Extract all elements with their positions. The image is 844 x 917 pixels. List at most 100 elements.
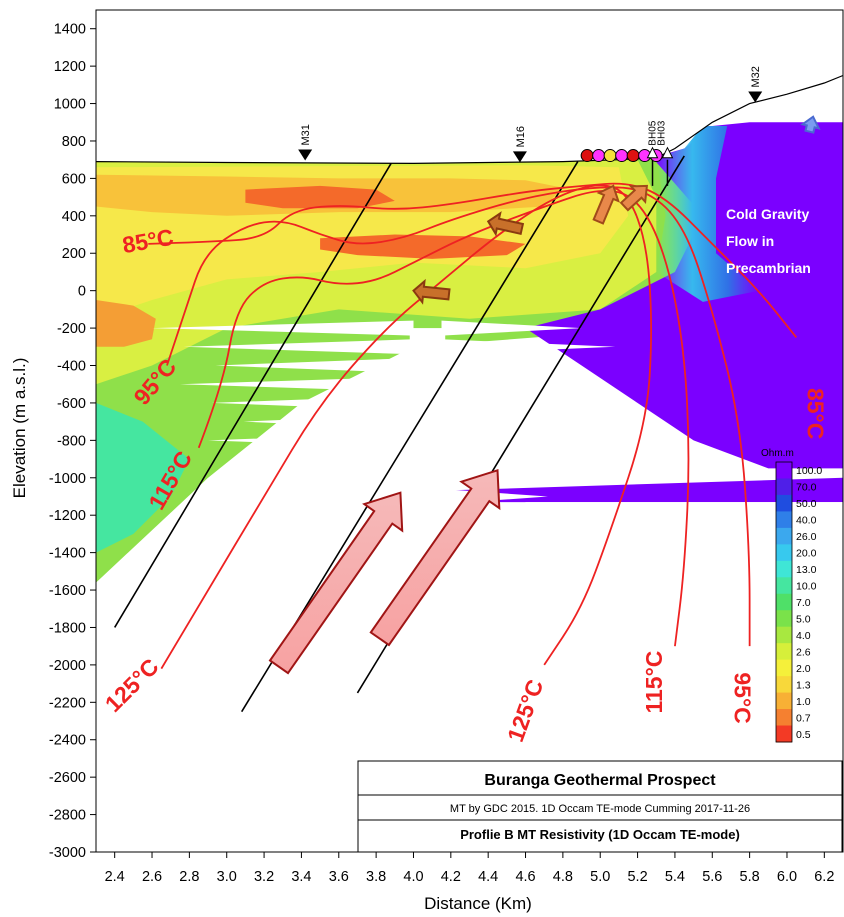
title-box-title: Buranga Geothermal Prospect xyxy=(484,772,716,789)
x-tick-label: 5.4 xyxy=(665,869,685,885)
colorbar-label: 4.0 xyxy=(796,630,811,642)
zone-red-mid xyxy=(320,234,526,259)
colorbar-label: 1.3 xyxy=(796,679,811,691)
fault-line xyxy=(113,163,392,628)
sawtooth-wedge-east xyxy=(441,376,571,392)
sawtooth-wedge-west xyxy=(236,489,414,504)
sawtooth-wedge-east xyxy=(441,432,560,448)
y-tick-label: -2400 xyxy=(49,733,86,749)
y-tick-label: 1000 xyxy=(54,97,86,113)
isotherm-label: 85°C xyxy=(803,388,829,439)
upflow-arrow xyxy=(268,491,404,675)
colorbar: Ohm.m 100.0 70.0 50.0 40.0 26.0 20.0 13.0 10.0 7… xyxy=(761,448,822,743)
x-tick-label: 5.8 xyxy=(740,869,760,885)
y-tick-label: -200 xyxy=(57,321,86,337)
sawtooth-wedge-west xyxy=(243,414,414,430)
x-tick-label: 5.2 xyxy=(627,869,647,885)
colorbar-label: 26.0 xyxy=(796,531,817,543)
x-tick-label: 3.8 xyxy=(366,869,386,885)
colorbar-label: 70.0 xyxy=(796,482,817,494)
colorbar-label: 10.0 xyxy=(796,581,817,593)
well-label: BH03 xyxy=(656,120,667,145)
lateral-flow-arrow xyxy=(412,278,451,305)
colorbar-swatch xyxy=(776,478,792,496)
sawtooth-wedge-west xyxy=(271,470,414,486)
isotherm-line xyxy=(166,186,751,647)
hot-spring-marker xyxy=(580,149,594,163)
sawtooth-wedge-west xyxy=(239,451,414,467)
station-marker xyxy=(512,151,527,163)
x-tick-label: 5.0 xyxy=(590,869,610,885)
colorbar-swatch xyxy=(776,709,792,727)
sawtooth-wedge-west xyxy=(183,339,414,355)
station-marker xyxy=(748,91,763,103)
y-tick-label: -2800 xyxy=(49,808,86,824)
colorbar-label: 2.0 xyxy=(796,663,811,675)
sawtooth-wedge-east xyxy=(441,414,526,430)
annotation-line-3: Precambrian xyxy=(726,260,811,276)
title-box-subtitle: Proflie B MT Resistivity (1D Occam TE-mo… xyxy=(460,827,740,842)
y-tick-label: -1400 xyxy=(49,546,86,562)
sawtooth-wedge-east xyxy=(441,451,593,467)
station-label: M16 xyxy=(515,126,527,147)
colorbar-swatch xyxy=(776,626,792,644)
colorbar-swatch xyxy=(776,692,792,710)
x-tick-label: 3.6 xyxy=(329,869,349,885)
upflow-small-arrow xyxy=(619,184,649,212)
isotherm-line xyxy=(148,182,798,339)
y-tick-label: -2200 xyxy=(49,695,86,711)
colorbar-swatch xyxy=(776,610,792,628)
colorbar-swatch xyxy=(776,560,792,578)
hot-spring-marker xyxy=(603,149,617,163)
station-label: M32 xyxy=(750,66,762,87)
colorbar-label: 13.0 xyxy=(796,564,817,576)
y-tick-label: 1400 xyxy=(54,22,86,38)
y-tick-label: -2600 xyxy=(49,770,86,786)
y-tick-label: -600 xyxy=(57,396,86,412)
well-marker xyxy=(661,146,674,159)
isotherm-label: 115°C xyxy=(641,651,667,714)
x-tick-label: 4.4 xyxy=(478,869,498,885)
inflow-arrow xyxy=(800,115,821,134)
y-tick-label: 800 xyxy=(62,134,86,150)
y-tick-label: -3000 xyxy=(49,845,86,861)
isotherm-label: 95°C xyxy=(730,672,756,723)
resistivity-heatmap xyxy=(96,10,843,852)
x-tick-label: 4.6 xyxy=(515,869,535,885)
colorbar-label: 5.0 xyxy=(796,613,811,625)
y-tick-label: -1600 xyxy=(49,583,86,599)
y-tick-label: -400 xyxy=(57,359,86,375)
sawtooth-wedge-west xyxy=(208,432,414,448)
sawtooth-wedge-west xyxy=(152,320,414,336)
isotherm-line xyxy=(160,184,653,670)
x-axis-label: Distance (Km) xyxy=(424,894,532,913)
above-surface-mask xyxy=(96,10,843,164)
colorbar-label: 7.0 xyxy=(796,597,811,609)
zone-resistive-purple xyxy=(525,122,843,469)
y-tick-label: 200 xyxy=(62,246,86,262)
colorbar-swatch xyxy=(776,462,792,479)
colorbar-swatch xyxy=(776,544,792,562)
y-tick-label: -1000 xyxy=(49,471,86,487)
x-tick-label: 2.4 xyxy=(105,869,125,885)
colorbar-swatch xyxy=(776,511,792,529)
sawtooth-wedge-east xyxy=(441,339,616,355)
colorbar-swatch xyxy=(776,725,792,743)
x-tick-label: 6.0 xyxy=(777,869,797,885)
annotation-line-2: Flow in xyxy=(726,233,774,249)
colorbar-label: 100.0 xyxy=(796,465,822,477)
zone-cyan-west xyxy=(96,402,190,553)
y-tick-label: -800 xyxy=(57,433,86,449)
y-tick-label: 1200 xyxy=(54,59,86,75)
colorbar-label: 50.0 xyxy=(796,498,817,510)
colorbar-label: 0.7 xyxy=(796,712,811,724)
well-marker xyxy=(646,146,659,159)
colorbar-label: 0.5 xyxy=(796,729,811,741)
y-axis-label: Elevation (m a.s.l.) xyxy=(10,358,29,499)
colorbar-swatch xyxy=(776,527,792,545)
y-tick-label: -2000 xyxy=(49,658,86,674)
station-marker xyxy=(298,149,313,161)
sawtooth-wedge-east xyxy=(441,563,571,579)
